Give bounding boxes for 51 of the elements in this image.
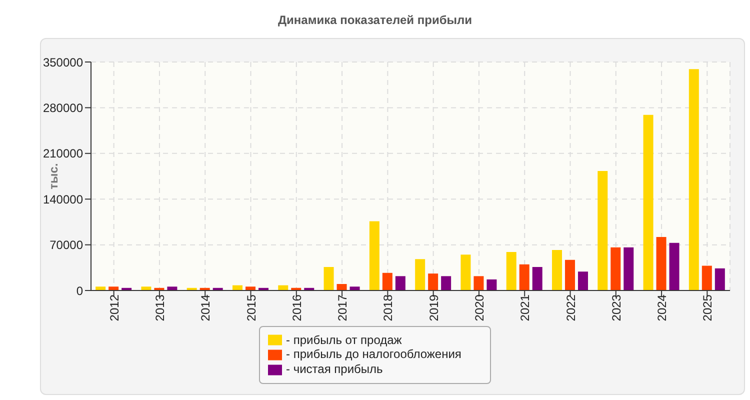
y-tick-label: 210000 (42, 146, 84, 161)
x-tick-label: 2016 (290, 294, 304, 322)
x-tick-label: 2018 (381, 294, 396, 322)
legend-label: - чистая прибыль (286, 362, 383, 376)
bar (598, 171, 608, 291)
x-tick-label: 2024 (655, 294, 670, 322)
bar (624, 247, 634, 291)
x-tick-label: 2021 (518, 294, 532, 322)
x-tick-label: 2020 (472, 294, 486, 322)
bar (564, 260, 575, 291)
bar (610, 247, 621, 291)
x-tick-label: 2017 (336, 294, 350, 322)
x-tick-label: 2015 (244, 294, 258, 322)
bar (702, 266, 712, 291)
bar (532, 267, 542, 291)
y-tick-label: 70000 (50, 238, 84, 252)
x-tick-label: 2013 (152, 294, 167, 322)
x-tick-label: 2023 (609, 294, 624, 322)
bar (336, 284, 347, 291)
legend-label: - прибыль до налогообложения (286, 347, 462, 362)
bar (460, 254, 471, 291)
y-axis-title: тыс. (46, 163, 60, 190)
bar (486, 279, 497, 291)
bar (714, 268, 725, 291)
x-tick-label: 2022 (564, 294, 578, 322)
bar (643, 114, 654, 291)
bar (369, 221, 380, 291)
bar (395, 276, 406, 291)
x-tick-label: 2012 (107, 294, 122, 322)
bar (382, 272, 392, 291)
bar (688, 69, 699, 291)
bar (656, 236, 666, 291)
x-tick-label: 2014 (198, 294, 213, 322)
bar (669, 242, 680, 291)
bar (324, 267, 334, 291)
y-tick-label: 280000 (42, 100, 84, 115)
bar (428, 274, 438, 291)
bar (578, 272, 588, 291)
chart-title: Динамика показателей прибыли (276, 12, 473, 29)
bar (441, 276, 452, 291)
x-tick-label: 2019 (426, 294, 441, 322)
y-tick-label: 0 (76, 284, 84, 298)
bar (519, 264, 530, 291)
bar (415, 259, 426, 291)
bar (506, 252, 516, 291)
bar (552, 250, 562, 291)
legend-label: - прибыль от продаж (286, 332, 402, 347)
y-tick-label: 140000 (42, 192, 84, 206)
bar (474, 276, 484, 291)
x-tick-label: 2025 (700, 294, 715, 322)
y-tick-label: 350000 (42, 55, 84, 70)
